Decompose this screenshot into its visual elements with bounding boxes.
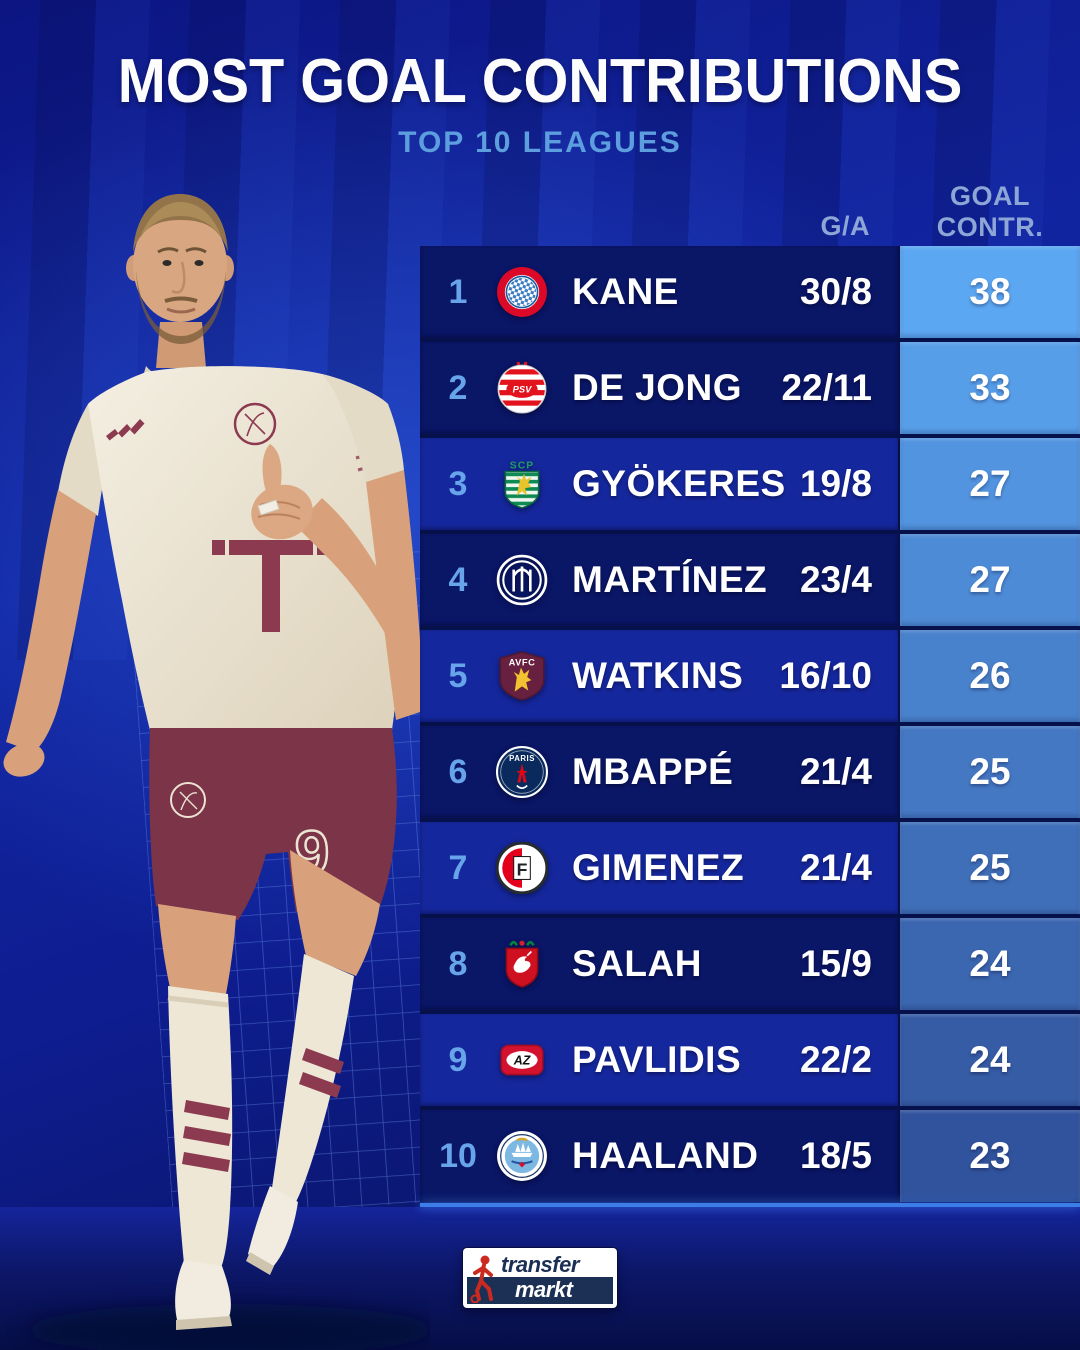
page-title: MOST GOAL CONTRIBUTIONS bbox=[117, 47, 963, 116]
inter-milan-badge-icon bbox=[496, 554, 548, 606]
liverpool-badge-icon bbox=[496, 938, 548, 990]
svg-text:PSV: PSV bbox=[513, 385, 532, 395]
player-name: DE JONG bbox=[572, 367, 743, 408]
table-bottom-accent-line bbox=[420, 1203, 1080, 1207]
table-row: 6 PARIS MBAPPÉ 21/4 25 bbox=[420, 726, 1080, 818]
adidas-logo-icon bbox=[106, 419, 145, 441]
goal-contr-value: 33 bbox=[900, 342, 1080, 434]
goal-contr-value: 26 bbox=[900, 630, 1080, 722]
column-header-goal-contr-line1: GOAL bbox=[950, 181, 1030, 211]
player-name: WATKINS bbox=[572, 655, 744, 696]
ga-value: 21/4 bbox=[799, 751, 872, 792]
ga-value: 22/11 bbox=[781, 367, 872, 408]
player-name: GYÖKERES bbox=[572, 463, 786, 504]
rank-label: 4 bbox=[448, 560, 468, 599]
svg-text:PARIS: PARIS bbox=[509, 754, 535, 763]
transfermarkt-logo: transfer markt bbox=[463, 1248, 617, 1308]
svg-text:AVFC: AVFC bbox=[509, 658, 536, 668]
psv-eindhoven-badge-icon: PSV bbox=[496, 362, 548, 414]
column-header-goal-contr: GOAL CONTR. bbox=[900, 181, 1080, 243]
bayern-chest-crest-icon bbox=[233, 402, 277, 446]
column-header-goal-contr-line2: CONTR. bbox=[936, 212, 1044, 242]
rank-label: 3 bbox=[448, 464, 468, 503]
goal-contr-value: 24 bbox=[900, 1014, 1080, 1106]
table-row: 4 MARTÍNEZ 23/4 27 bbox=[420, 534, 1080, 626]
goal-contr-value: 27 bbox=[900, 534, 1080, 626]
svg-text:SCP: SCP bbox=[510, 460, 535, 471]
aston-villa-badge-icon: AVFC bbox=[496, 650, 548, 702]
column-header-ga: G/A bbox=[820, 211, 870, 241]
player-name: SALAH bbox=[572, 943, 702, 984]
player-name: KANE bbox=[572, 271, 679, 312]
ga-value: 23/4 bbox=[799, 559, 872, 600]
rank-label: 1 bbox=[448, 272, 468, 311]
rank-label: 2 bbox=[448, 368, 468, 407]
table-row: 10 HAALAND 18/5 23 bbox=[420, 1110, 1080, 1202]
ga-value: 30/8 bbox=[799, 271, 872, 312]
rank-label: 9 bbox=[448, 1040, 468, 1079]
svg-text:AZ: AZ bbox=[513, 1054, 531, 1068]
ga-value: 15/9 bbox=[799, 943, 872, 984]
ranking-table: 1 KANE 30/8 38 bbox=[420, 246, 1080, 1202]
manchester-city-badge-icon bbox=[496, 1130, 548, 1182]
table-row: 7 F GIMENEZ 21/4 25 bbox=[420, 822, 1080, 914]
ga-value: 16/10 bbox=[779, 655, 872, 696]
ga-value: 21/4 bbox=[799, 847, 872, 888]
ground-shadow bbox=[25, 1304, 430, 1350]
goal-contr-value: 38 bbox=[900, 246, 1080, 338]
goal-contr-value: 27 bbox=[900, 438, 1080, 530]
player-name: HAALAND bbox=[572, 1135, 759, 1176]
goal-contr-value: 25 bbox=[900, 726, 1080, 818]
page-subtitle: TOP 10 LEAGUES bbox=[398, 126, 682, 159]
sporting-cp-badge-icon: SCP bbox=[496, 458, 548, 510]
shorts-crest-icon bbox=[170, 782, 206, 818]
ga-value: 19/8 bbox=[799, 463, 872, 504]
ga-value: 18/5 bbox=[799, 1135, 872, 1176]
table-row: 5 AVFC WATKINS 16/10 26 bbox=[420, 630, 1080, 722]
svg-text:F: F bbox=[517, 859, 528, 879]
table-row: 1 KANE 30/8 38 bbox=[420, 246, 1080, 338]
table-row: 9 AZ PAVLIDIS 22/2 24 bbox=[420, 1014, 1080, 1106]
ga-value: 22/2 bbox=[799, 1039, 872, 1080]
player-name: MBAPPÉ bbox=[572, 751, 734, 792]
rank-label: 8 bbox=[448, 944, 468, 983]
az-alkmaar-badge-icon: AZ bbox=[496, 1034, 548, 1086]
player-name: MARTÍNEZ bbox=[572, 559, 768, 600]
bayern-munich-badge-icon bbox=[496, 266, 548, 318]
goal-contr-value: 24 bbox=[900, 918, 1080, 1010]
rank-label: 6 bbox=[448, 752, 468, 791]
player-name: GIMENEZ bbox=[572, 847, 745, 888]
table-row: 2 PSV DE JONG 22/11 33 bbox=[420, 342, 1080, 434]
table-row: 8 SALAH 15/9 24 bbox=[420, 918, 1080, 1010]
goal-contr-value: 25 bbox=[900, 822, 1080, 914]
rank-label: 10 bbox=[439, 1136, 477, 1175]
rank-label: 5 bbox=[448, 656, 468, 695]
transfermarkt-runner-icon bbox=[470, 1255, 493, 1303]
feyenoord-badge-icon: F bbox=[496, 842, 548, 894]
goal-contr-value: 23 bbox=[900, 1110, 1080, 1202]
psg-badge-icon: PARIS bbox=[496, 746, 548, 798]
table-row: 3 SCP GYÖKERES 19/8 27 bbox=[420, 438, 1080, 530]
player-photo: 9 bbox=[3, 194, 430, 1350]
rank-label: 7 bbox=[448, 848, 468, 887]
player-name: PAVLIDIS bbox=[572, 1039, 742, 1080]
